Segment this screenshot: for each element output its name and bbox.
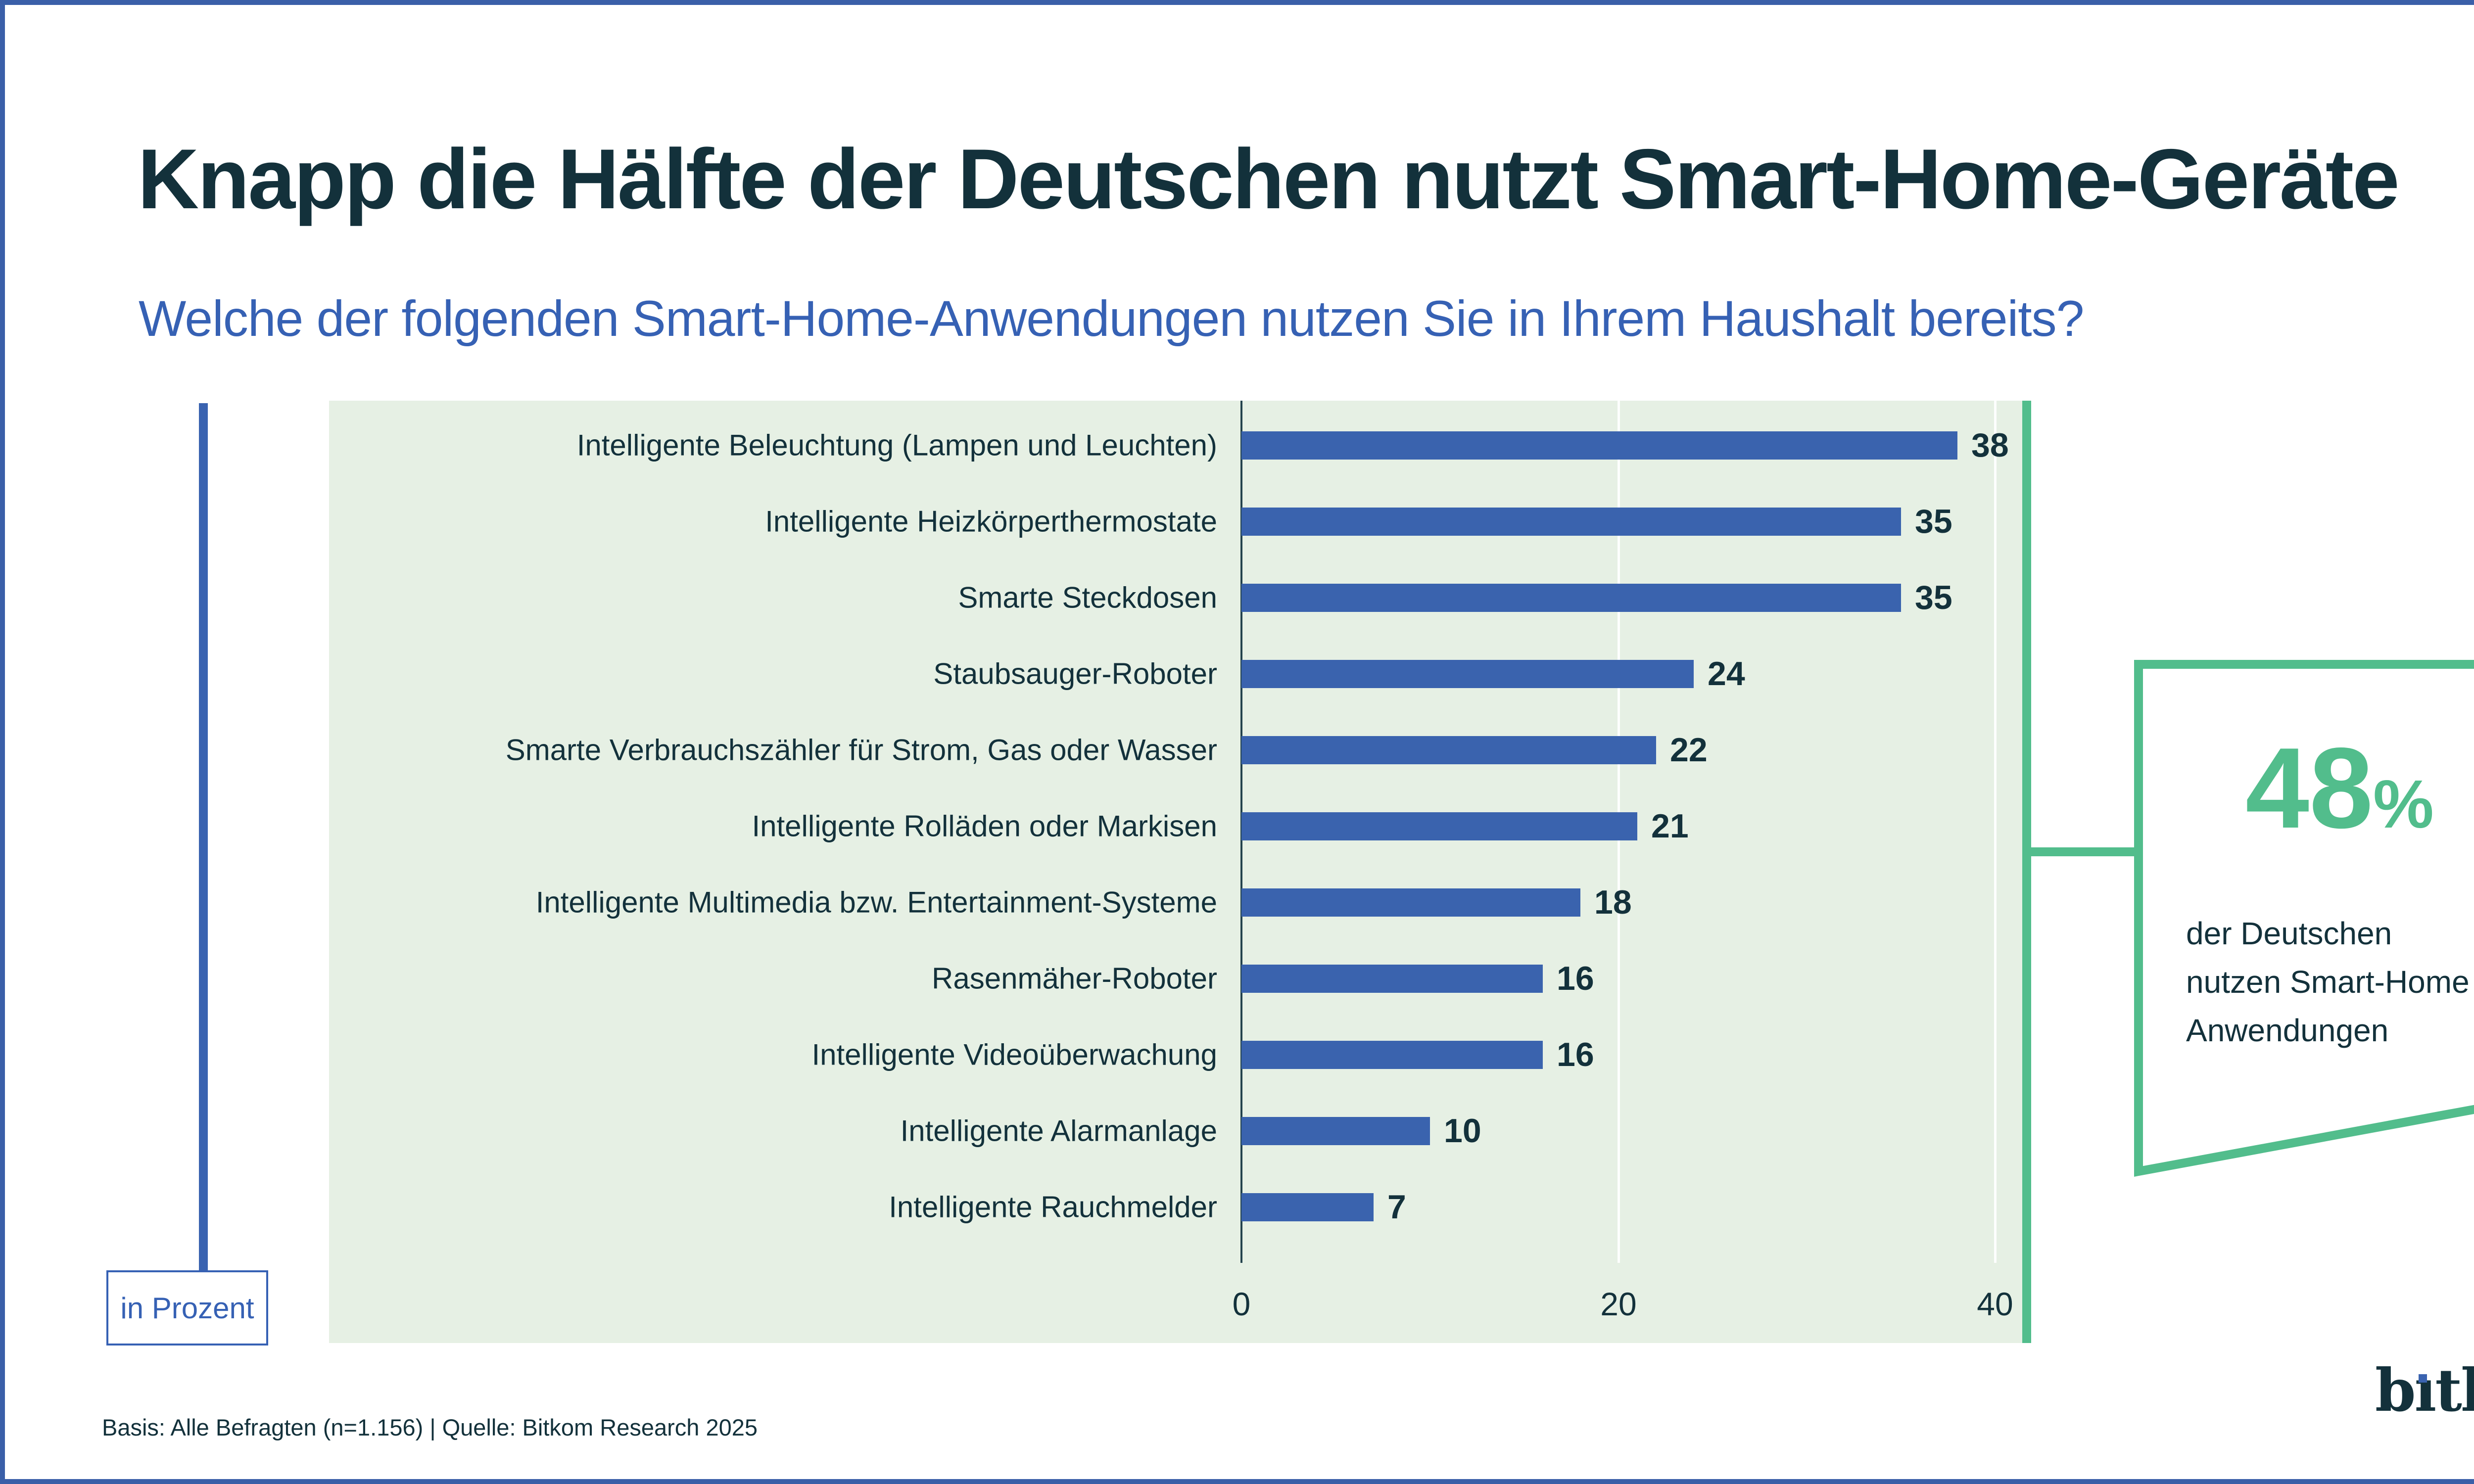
table-row: Smarte Verbrauchszähler für Strom, Gas o… <box>329 712 2022 788</box>
bar <box>1241 888 1580 917</box>
table-row: Smarte Steckdosen 35 <box>329 559 2022 636</box>
bar-value: 35 <box>1915 579 1952 616</box>
table-row: Intelligente Heizkörperthermostate 35 <box>329 483 2022 559</box>
x-tick-20: 20 <box>1600 1286 1637 1322</box>
bar-value: 24 <box>1708 655 1745 693</box>
bar-value: 35 <box>1915 503 1952 540</box>
bar <box>1241 507 1901 536</box>
bar <box>1241 812 1637 840</box>
category-label: Intelligente Multimedia bzw. Entertainme… <box>535 885 1217 919</box>
category-label: Smarte Verbrauchszähler für Strom, Gas o… <box>505 733 1217 767</box>
bar <box>1241 431 1957 460</box>
table-row: Intelligente Alarmanlage 10 <box>329 1093 2022 1169</box>
bar <box>1241 1116 1430 1145</box>
callout-line: Anwendungen <box>2186 1013 2389 1048</box>
callout-line: nutzen Smart-Home <box>2186 964 2470 1000</box>
x-axis: 0 20 40 <box>329 1285 2022 1335</box>
table-row: Rasenmäher-Roboter 16 <box>329 940 2022 1017</box>
bar-value: 16 <box>1557 960 1594 997</box>
callout-number: 48 <box>2245 724 2374 852</box>
table-row: Intelligente Videoüberwachung 16 <box>329 1017 2022 1093</box>
category-label: Intelligente Alarmanlage <box>900 1114 1217 1148</box>
category-label: Intelligente Rolläden oder Markisen <box>752 809 1217 843</box>
logo-i-dot-square <box>2419 1374 2427 1383</box>
table-row: Intelligente Multimedia bzw. Entertainme… <box>329 864 2022 940</box>
bar-value: 22 <box>1670 731 1708 769</box>
survey-question-subtitle: Welche der folgenden Smart-Home-Anwendun… <box>139 290 2084 347</box>
callout-line: der Deutschen <box>2186 916 2392 951</box>
left-accent-line <box>199 403 208 1270</box>
bar-value: 10 <box>1444 1112 1481 1150</box>
bar-value: 38 <box>1971 426 2009 464</box>
table-row: Intelligente Beleuchtung (Lampen und Leu… <box>329 407 2022 483</box>
bitkom-logo: bıtkom <box>2375 1361 2474 1420</box>
bar-value: 7 <box>1387 1188 1406 1226</box>
category-label: Staubsauger-Roboter <box>933 657 1217 691</box>
table-row: Intelligente Rauchmelder 7 <box>329 1169 2022 1245</box>
logo-text-b: b <box>2375 1356 2416 1425</box>
bar <box>1241 659 1694 688</box>
callout-description: der Deutschen nutzen Smart-Home Anwendun… <box>2186 909 2470 1055</box>
category-label: Intelligente Beleuchtung (Lampen und Leu… <box>576 428 1217 462</box>
category-label: Intelligente Heizkörperthermostate <box>765 505 1217 538</box>
page-title: Knapp die Hälfte der Deutschen nutzt Sma… <box>138 132 2400 227</box>
unit-note-label: in Prozent <box>120 1291 254 1325</box>
logo-text-rest: tkom <box>2435 1356 2474 1425</box>
bar <box>1241 583 1901 612</box>
bar-value: 21 <box>1651 807 1689 845</box>
bar <box>1241 736 1656 764</box>
table-row: Intelligente Rolläden oder Markisen 21 <box>329 788 2022 864</box>
bar <box>1241 1193 1374 1221</box>
category-label: Intelligente Rauchmelder <box>889 1190 1217 1224</box>
percent-sign: % <box>2373 766 2434 842</box>
category-label: Smarte Steckdosen <box>958 581 1217 614</box>
logo-text-i: ı <box>2414 1356 2437 1425</box>
bar-rows: Intelligente Beleuchtung (Lampen und Leu… <box>329 407 2022 1245</box>
gridline-40 <box>1994 401 1997 1263</box>
source-note: Basis: Alle Befragten (n=1.156) | Quelle… <box>102 1414 758 1440</box>
category-label: Intelligente Videoüberwachung <box>811 1038 1217 1071</box>
category-label: Rasenmäher-Roboter <box>932 962 1217 995</box>
bar-value: 16 <box>1557 1036 1594 1073</box>
table-row: Staubsauger-Roboter 24 <box>329 636 2022 712</box>
chart-panel: Intelligente Beleuchtung (Lampen und Leu… <box>329 401 2031 1343</box>
bar-value: 18 <box>1594 883 1632 921</box>
callout-percentage: 48% <box>2245 731 2434 846</box>
x-tick-0: 0 <box>1232 1286 1251 1322</box>
bar <box>1241 964 1543 993</box>
unit-note-box: in Prozent <box>106 1270 268 1345</box>
bar <box>1241 1040 1543 1069</box>
x-tick-40: 40 <box>1977 1286 2013 1322</box>
